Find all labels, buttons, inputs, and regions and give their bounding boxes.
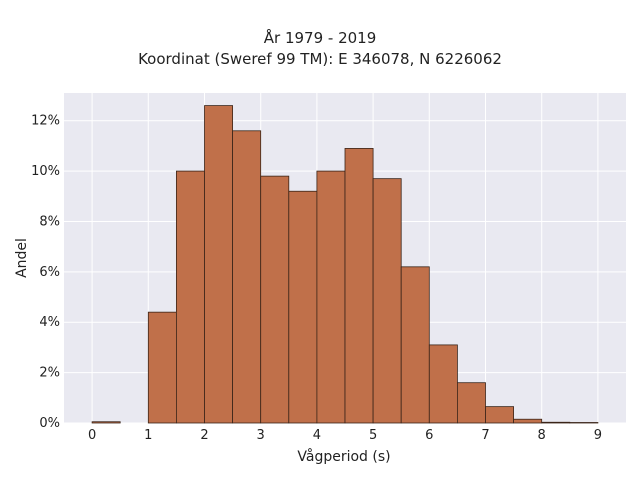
- x-tick-label: 2: [200, 428, 208, 443]
- histogram-bar: [428, 344, 458, 424]
- x-tick-label: 3: [257, 428, 265, 443]
- histogram-bar: [456, 382, 486, 424]
- x-tick-label: 8: [538, 428, 546, 443]
- histogram-bar: [541, 421, 571, 424]
- histogram-bar: [91, 421, 121, 424]
- chart-title-line-1: År 1979 - 2019: [263, 29, 377, 47]
- histogram-bar: [316, 170, 346, 424]
- y-tick-label: 4%: [39, 315, 60, 330]
- x-tick-label: 9: [594, 428, 602, 443]
- y-tick-label: 6%: [39, 265, 60, 280]
- x-tick-label: 6: [425, 428, 433, 443]
- x-tick-label: 4: [313, 428, 321, 443]
- x-axis-label: Vågperiod (s): [297, 448, 390, 465]
- histogram-bar: [232, 130, 262, 424]
- y-tick-label: 0%: [39, 416, 60, 431]
- x-tick-label: 7: [481, 428, 489, 443]
- bars: [91, 105, 599, 424]
- chart-title-line-2: Koordinat (Sweref 99 TM): E 346078, N 62…: [138, 50, 502, 68]
- x-tick-label: 1: [144, 428, 152, 443]
- x-tick-label: 0: [88, 428, 96, 443]
- histogram-bar: [485, 406, 515, 424]
- y-tick-label: 10%: [31, 164, 60, 179]
- y-axis-ticks: 0% 2% 4% 6% 8% 10% 12%: [31, 114, 60, 431]
- histogram-bar: [175, 170, 205, 424]
- histogram-bar: [372, 178, 402, 424]
- y-tick-label: 12%: [31, 114, 60, 129]
- histogram-bar: [260, 175, 290, 424]
- histogram-bar: [569, 422, 599, 424]
- x-tick-label: 5: [369, 428, 377, 443]
- x-axis-ticks: 0 1 2 3 4 5 6 7 8 9: [88, 428, 602, 443]
- y-tick-label: 2%: [39, 366, 60, 381]
- y-tick-label: 8%: [39, 214, 60, 229]
- y-axis-label: Andel: [14, 238, 30, 278]
- histogram-bar: [400, 266, 430, 424]
- histogram-bar: [147, 311, 177, 424]
- histogram-bar: [344, 148, 374, 424]
- histogram-bar: [204, 105, 234, 424]
- histogram-bar: [288, 190, 318, 424]
- histogram-bar: [513, 418, 543, 424]
